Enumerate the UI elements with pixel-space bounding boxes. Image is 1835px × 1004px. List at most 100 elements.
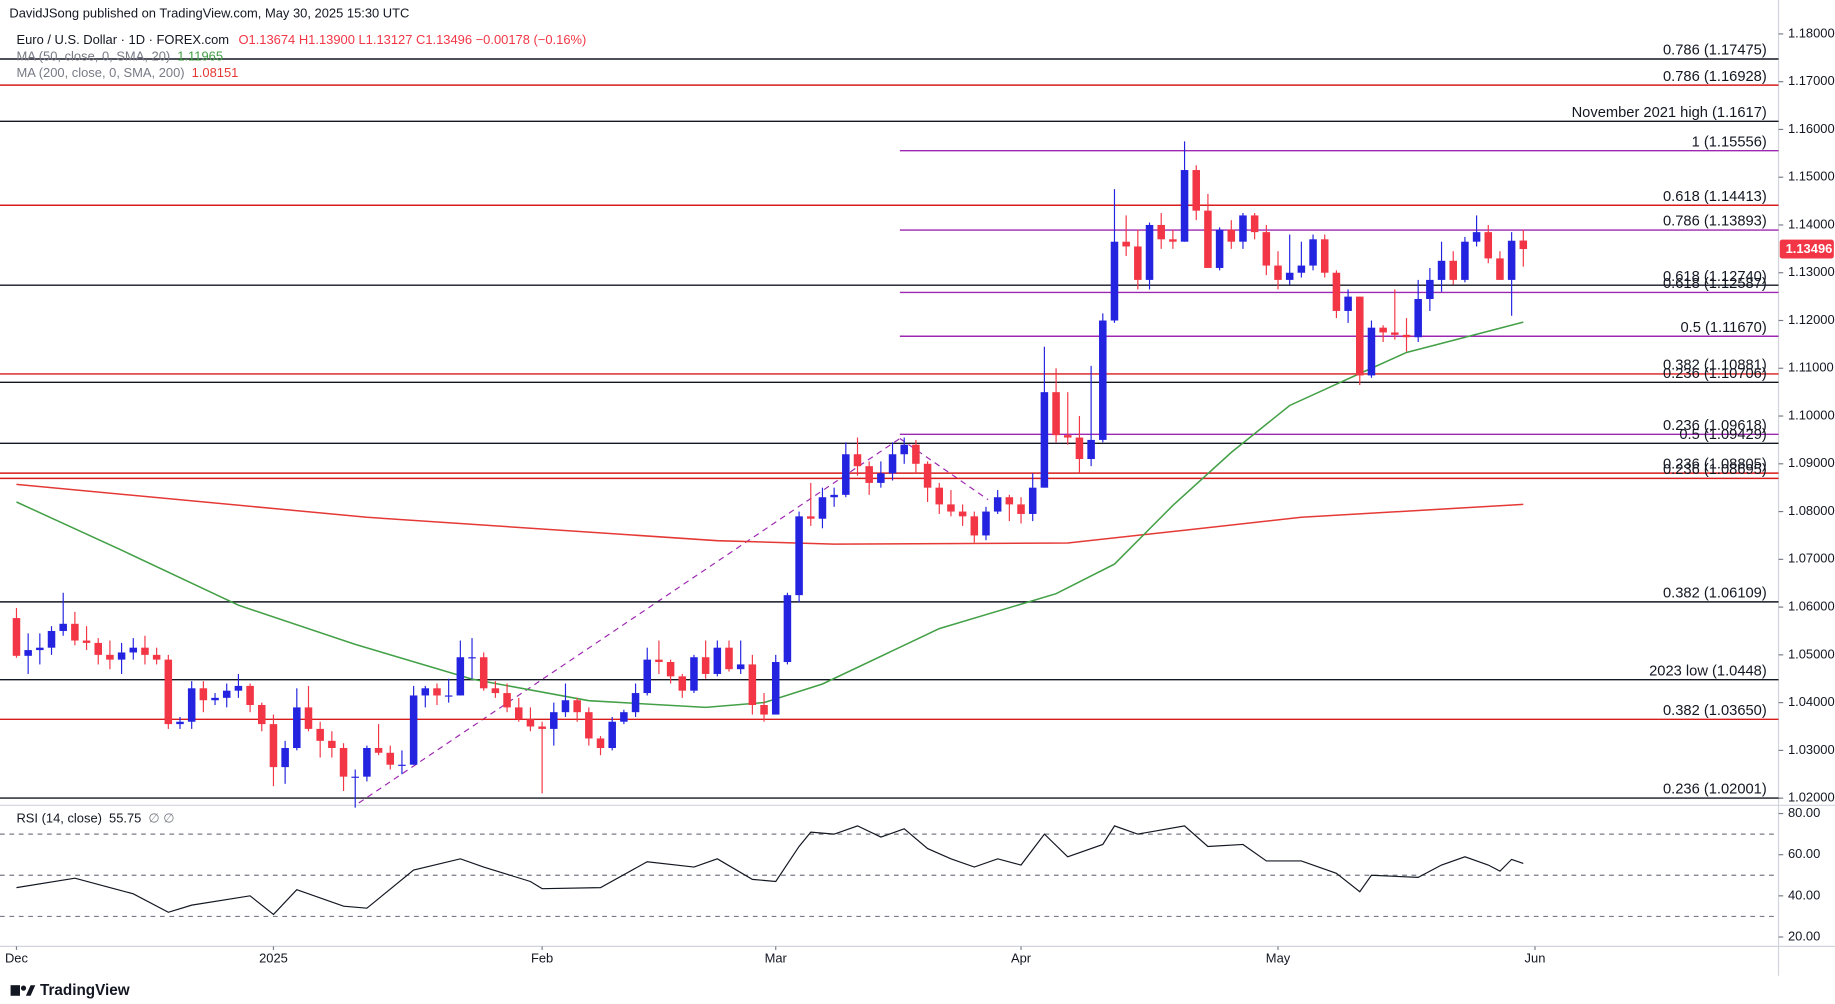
candle-body <box>421 688 430 696</box>
ma50-line <box>16 321 1524 709</box>
candle-body <box>1356 296 1364 376</box>
candle-body <box>807 516 815 519</box>
candle-body <box>1379 327 1387 333</box>
candle-body <box>993 497 1002 512</box>
candle-body <box>24 650 32 656</box>
candle-body <box>783 595 792 663</box>
y-tick-label: 1.11000 <box>1788 360 1834 375</box>
candle-body <box>1519 240 1528 250</box>
candle-body <box>1099 320 1107 440</box>
candle-body <box>176 721 184 725</box>
logo <box>10 985 36 996</box>
fib-trend-line <box>358 438 901 804</box>
rsi-tick-label: 60.00 <box>1788 846 1820 861</box>
candle-body <box>316 728 324 741</box>
level-label: 0.5 (1.09429) <box>1679 427 1766 443</box>
y-tick-label: 1.18000 <box>1788 25 1835 40</box>
y-tick-label: 1.09000 <box>1788 455 1835 470</box>
candle-body <box>958 511 967 517</box>
symbol-line: Euro / U.S. Dollar · 1D · FOREX.com O1.13… <box>16 33 586 48</box>
candle-body <box>1134 246 1142 280</box>
candle-body <box>374 747 383 753</box>
y-tick-label: 1.08000 <box>1788 503 1835 518</box>
candle-body <box>1262 232 1271 266</box>
level-label: 0.236 (1.02001) <box>1663 782 1767 798</box>
level-label: 0.382 (1.03650) <box>1663 703 1767 719</box>
candle-body <box>713 647 722 674</box>
x-tick-label: May <box>1266 951 1291 966</box>
candle-body <box>608 721 616 748</box>
ma200-name: MA (200, close, 0, SMA, 200) <box>16 65 184 80</box>
candle-body <box>1040 392 1049 488</box>
candle-body <box>129 647 138 653</box>
candle-body <box>1028 487 1037 514</box>
candle-body <box>1507 240 1516 280</box>
candle-body <box>117 652 126 660</box>
candle-body <box>222 690 231 698</box>
level-label: 0.786 (1.17475) <box>1663 43 1767 59</box>
level-label: November 2021 high (1.1617) <box>1572 105 1767 121</box>
candle-body <box>1239 215 1247 242</box>
candle-body <box>795 516 803 596</box>
candle-body <box>666 662 675 677</box>
level-label: 2023 low (1.0448) <box>1649 663 1767 679</box>
candle-body <box>456 657 465 696</box>
candle-body <box>877 473 885 483</box>
level-label: 0.618 (1.14413) <box>1663 189 1767 205</box>
candle-body <box>398 764 406 766</box>
candle-body <box>865 466 873 483</box>
level-label: 0.236 (1.08805) <box>1663 457 1767 473</box>
candle-body <box>1157 224 1165 240</box>
candle-body <box>258 705 266 725</box>
candle-body <box>900 444 908 455</box>
candle-body <box>1215 229 1224 268</box>
candle-body <box>748 664 757 706</box>
candle-body <box>1484 232 1493 259</box>
candle-body <box>1297 265 1306 273</box>
level-label: 0.618 (1.12587) <box>1663 276 1767 292</box>
candle-body <box>199 688 208 701</box>
candle-body <box>771 662 780 715</box>
level-label: 0.236 (1.08695) <box>1663 462 1767 478</box>
candle-body <box>1461 241 1469 280</box>
candle-body <box>818 497 827 519</box>
candle-body <box>1204 210 1212 268</box>
x-tick-label: Mar <box>765 951 788 966</box>
candle-body <box>1075 437 1084 460</box>
rsi-legend: RSI (14, close) 55.75 ∅ ∅ <box>16 811 174 826</box>
x-tick-label: Jun <box>1525 951 1546 966</box>
candle-body <box>760 705 768 715</box>
level-label: 0.786 (1.16928) <box>1663 69 1767 85</box>
candle-body <box>1391 332 1399 335</box>
level-label: 0.5 (1.11670) <box>1680 320 1766 336</box>
rsi-tick-label: 20.00 <box>1788 928 1820 943</box>
candle-body <box>678 676 687 691</box>
candle-body <box>503 693 511 708</box>
candle-body <box>1005 497 1014 505</box>
level-label: 1 (1.15556) <box>1692 134 1767 150</box>
rsi-tick-label: 80.00 <box>1788 805 1820 820</box>
ma200-value: 1.08151 <box>192 65 239 80</box>
candle-body <box>631 693 640 713</box>
candle-body <box>935 487 944 505</box>
y-tick-label: 1.14000 <box>1788 216 1835 231</box>
x-tick-label: Dec <box>5 951 29 966</box>
candle-body <box>1449 260 1457 280</box>
last-price-label: 1.13496 <box>1786 241 1833 256</box>
candle-body <box>328 740 336 748</box>
candle-body <box>269 724 278 768</box>
candle-body <box>363 747 371 777</box>
candle-body <box>12 618 21 656</box>
candle-body <box>71 623 79 641</box>
candle-body <box>36 647 44 651</box>
candle-body <box>573 700 581 713</box>
fib-trend-line <box>899 438 989 501</box>
y-tick-label: 1.06000 <box>1788 599 1835 614</box>
level-label: 0.236 (1.10706) <box>1663 366 1767 382</box>
y-tick-label: 1.12000 <box>1788 312 1835 327</box>
candle-body <box>830 494 838 498</box>
candle-body <box>433 688 441 696</box>
level-label: 0.382 (1.06109) <box>1663 586 1767 602</box>
candle-body <box>725 647 733 670</box>
y-tick-label: 1.03000 <box>1788 742 1835 757</box>
